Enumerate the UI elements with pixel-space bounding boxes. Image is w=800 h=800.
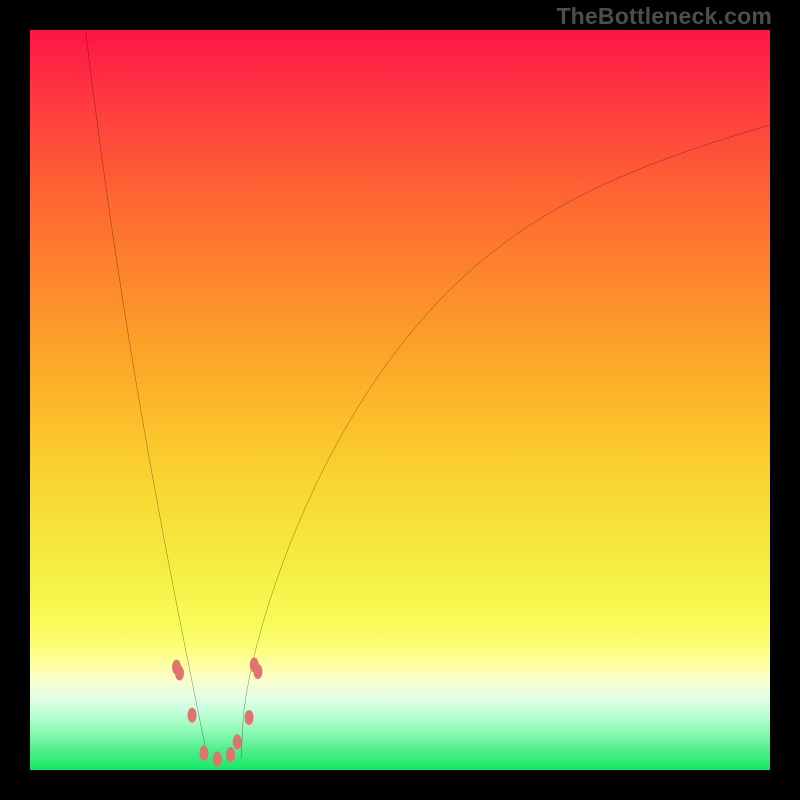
marker-point bbox=[250, 658, 258, 672]
curves-layer bbox=[30, 30, 770, 770]
marker-point bbox=[200, 746, 208, 760]
marker-point bbox=[245, 710, 253, 724]
marker-point bbox=[226, 747, 234, 761]
marker-point bbox=[213, 752, 221, 766]
marker-point bbox=[188, 708, 196, 722]
watermark-text: TheBottleneck.com bbox=[556, 3, 772, 30]
plot-area bbox=[30, 30, 770, 770]
curve-right bbox=[241, 125, 770, 759]
curve-left bbox=[86, 30, 208, 759]
marker-point bbox=[175, 666, 183, 680]
markers-group bbox=[172, 658, 262, 766]
marker-point bbox=[233, 735, 241, 749]
figure-root: TheBottleneck.com bbox=[0, 0, 800, 800]
